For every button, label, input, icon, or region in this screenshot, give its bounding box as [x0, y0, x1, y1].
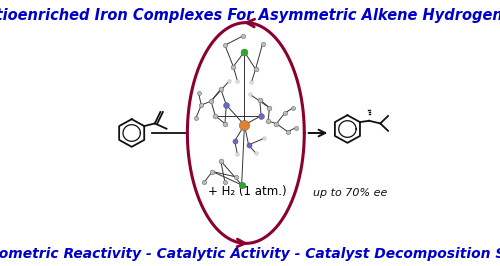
Point [208, 169, 216, 174]
Point [284, 130, 292, 134]
Point [260, 136, 268, 140]
Point [232, 175, 240, 179]
Text: + H₂ (1 atm.): + H₂ (1 atm.) [208, 185, 286, 198]
Text: up to 70% ee: up to 70% ee [313, 188, 388, 198]
Point [272, 122, 280, 126]
Point [230, 64, 237, 69]
Point [217, 159, 225, 163]
Point [222, 103, 230, 107]
Point [240, 50, 248, 54]
Point [211, 114, 219, 118]
Point [248, 80, 256, 85]
Point [252, 67, 260, 71]
Point [289, 106, 297, 110]
Point [194, 91, 202, 95]
Point [207, 99, 215, 103]
Point [217, 87, 225, 91]
Text: Stoichiometric Reactivity - Catalytic Activity - Catalyst Decomposition Studies: Stoichiometric Reactivity - Catalytic Ac… [0, 247, 500, 261]
Point [257, 114, 265, 118]
Point [244, 143, 252, 147]
Point [221, 180, 229, 184]
Point [200, 180, 208, 184]
Point [281, 111, 289, 115]
Point [238, 183, 246, 187]
Point [221, 43, 229, 47]
Point [252, 151, 260, 155]
Point [264, 119, 272, 123]
Point [256, 98, 264, 102]
Point [258, 42, 266, 46]
Point [230, 139, 238, 143]
Point [239, 34, 247, 38]
Point [192, 116, 200, 120]
Text: Enantioenriched Iron Complexes For Asymmetric Alkene Hydrogenation: Enantioenriched Iron Complexes For Asymm… [0, 8, 500, 23]
Point [266, 106, 274, 110]
Point [246, 92, 254, 97]
Point [234, 79, 241, 83]
Point [198, 103, 205, 107]
Point [225, 79, 233, 83]
Point [292, 126, 300, 130]
Point [234, 152, 241, 156]
Point [221, 122, 229, 126]
Point [240, 123, 248, 127]
